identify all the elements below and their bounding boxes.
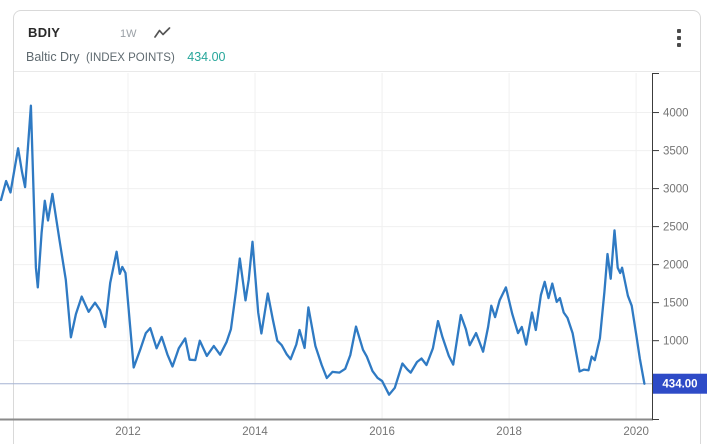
grid-layer <box>14 73 652 419</box>
x-tick-label: 2014 <box>242 426 268 438</box>
y-tick-label: 1500 <box>663 298 689 310</box>
price-chart: 4000 3500 3000 2500 2000 1500 1000 2012 2014 2016… <box>0 73 707 438</box>
x-tick-label: 2012 <box>115 426 141 438</box>
symbol-label: BDIY <box>28 25 61 40</box>
y-tick-label: 3500 <box>663 146 689 158</box>
last-value: 434.00 <box>187 50 226 64</box>
kebab-dot <box>677 43 681 47</box>
y-tick-label: 4000 <box>663 108 689 120</box>
axes <box>0 73 659 421</box>
interval-selector[interactable]: 1W <box>120 28 137 40</box>
current-price-badge: 434.00 <box>653 373 707 394</box>
series-line <box>0 104 646 396</box>
y-tick-label: 3000 <box>663 184 689 196</box>
instrument-unit: (INDEX POINTS) <box>85 52 175 64</box>
x-tick-label: 2016 <box>369 426 395 438</box>
axis-labels: 4000 3500 3000 2500 2000 1500 1000 2012 2014 2016… <box>115 108 688 438</box>
instrument-subtitle: Baltic Dry (INDEX POINTS) 434.00 <box>26 50 226 64</box>
series-path <box>0 104 646 396</box>
chart-header: BDIY 1W Baltic Dry (INDEX POINTS) 434.00 <box>14 11 700 72</box>
kebab-dot <box>677 36 681 40</box>
line-chart-icon[interactable] <box>154 26 172 44</box>
x-tick-label: 2020 <box>623 426 649 438</box>
instrument-name: Baltic Dry <box>26 50 80 64</box>
x-tick-label: 2018 <box>496 426 522 438</box>
y-tick-label: 1000 <box>663 336 689 348</box>
more-options-button[interactable] <box>675 27 683 49</box>
y-tick-label: 2000 <box>663 260 689 272</box>
price-badge-bg <box>653 373 707 394</box>
kebab-dot <box>677 29 681 33</box>
y-tick-label: 2500 <box>663 222 689 234</box>
price-badge-label: 434.00 <box>662 379 697 391</box>
